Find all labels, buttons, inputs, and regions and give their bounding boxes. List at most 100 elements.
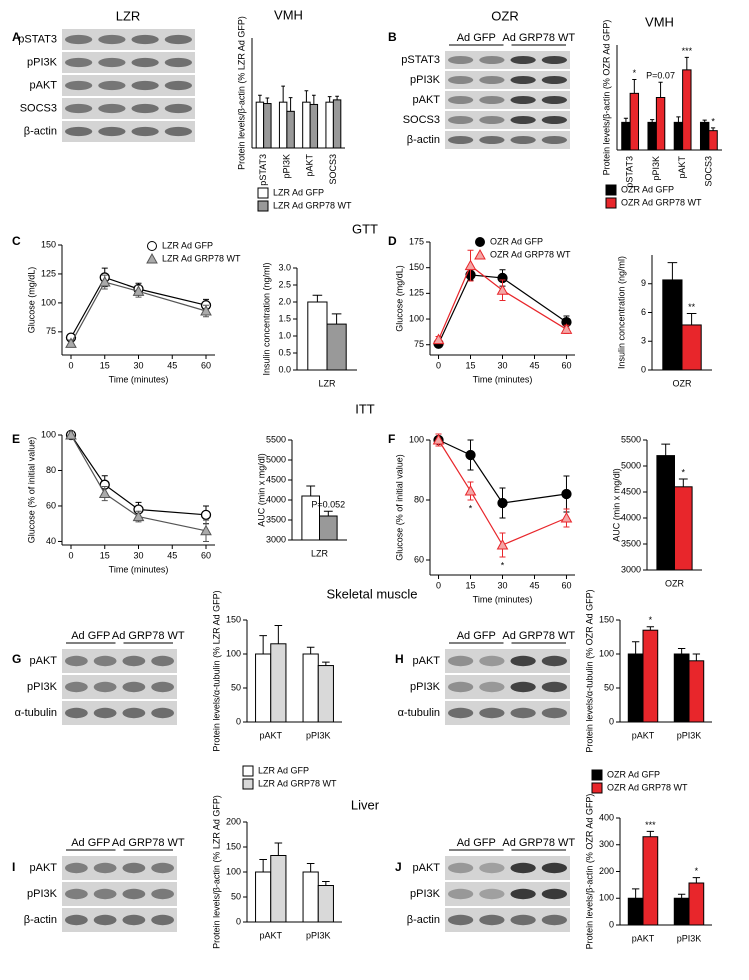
- blot-band: [510, 707, 536, 719]
- error-bar: [692, 877, 701, 884]
- y-tick-label: 3000: [621, 564, 641, 574]
- blot-band: [65, 914, 88, 926]
- blot-strip: [445, 51, 570, 69]
- y-tick-label: 3.0: [278, 262, 291, 272]
- blot-row-label: pPI3K: [27, 56, 58, 68]
- marker: [65, 428, 77, 440]
- y-tick-label: 0: [236, 916, 241, 926]
- blot-row-label: pPI3K: [27, 681, 58, 693]
- annotation: *: [469, 503, 473, 513]
- bar: [708, 130, 718, 151]
- x-tick-label: pPI3K: [306, 930, 331, 940]
- x-tick-label: pPI3K: [281, 154, 291, 179]
- blot-band: [510, 862, 536, 874]
- blot-band: [93, 888, 117, 900]
- blot-band: [151, 888, 174, 900]
- annotation: P=0.052: [311, 500, 345, 510]
- panel-letter: A: [12, 30, 21, 44]
- y-tick-label: 100: [409, 434, 424, 444]
- blot-band: [541, 862, 567, 874]
- blot-band: [510, 96, 536, 104]
- blot-band: [65, 862, 88, 874]
- blot-strip: [445, 131, 570, 149]
- blot-band: [65, 103, 93, 114]
- y-tick-label: 125: [409, 288, 424, 298]
- blot-band: [122, 888, 146, 900]
- y-tick-label: 5000: [266, 454, 286, 464]
- x-tick-label: 15: [100, 360, 110, 370]
- error-bar: [650, 119, 655, 123]
- line: [438, 439, 567, 546]
- blot-title: LZR: [116, 8, 141, 23]
- x-axis-label: Time (minutes): [473, 374, 533, 384]
- group-label: Ad GRP78 WT: [502, 837, 575, 849]
- marker: [432, 333, 445, 345]
- blot-band: [98, 80, 126, 91]
- error-bar: [623, 117, 629, 123]
- bar: [326, 323, 347, 371]
- bar: [642, 836, 659, 926]
- error-bar: [265, 97, 270, 104]
- bar: [674, 486, 693, 571]
- blot-band: [448, 76, 474, 84]
- x-tick-label: OZR: [673, 378, 692, 388]
- x-axis-label: Time (minutes): [473, 594, 533, 604]
- panel-letter: F: [388, 432, 395, 446]
- blot-band: [510, 888, 536, 900]
- bar: [302, 101, 311, 149]
- blot-band: [164, 34, 192, 45]
- group-label: Ad GRP78 WT: [112, 837, 185, 849]
- group-label: Ad GFP: [457, 32, 496, 44]
- legend-label: LZR Ad GRP78 WT: [258, 778, 337, 788]
- group-label: Ad GRP78 WT: [502, 630, 575, 642]
- blot-band: [122, 681, 146, 693]
- blot-band: [541, 655, 567, 667]
- y-axis-label: Glucose (% of initial value): [26, 437, 36, 544]
- x-axis-label: Time (minutes): [109, 374, 169, 384]
- x-tick-label: 30: [497, 580, 507, 590]
- error-bar: [692, 653, 701, 661]
- error-bar: [658, 81, 663, 98]
- annotation: ***: [645, 820, 656, 830]
- blot-row-label: pSTAT3: [401, 54, 440, 66]
- bar: [255, 871, 272, 923]
- blot-band: [122, 655, 146, 667]
- y-tick-label: 300: [599, 839, 614, 849]
- group-label: Ad GFP: [71, 630, 110, 642]
- error-bar: [678, 478, 688, 487]
- x-tick-label: pAKT: [632, 730, 655, 740]
- marker: [200, 304, 212, 316]
- y-tick-label: 50: [231, 891, 241, 901]
- y-tick-label: 80: [46, 465, 56, 475]
- y-axis-label: AUC (min x mg/dl): [611, 468, 621, 542]
- group-label: Ad GFP: [71, 837, 110, 849]
- annotation: *: [501, 560, 505, 570]
- blot-band: [448, 56, 474, 64]
- x-tick-label: 60: [561, 360, 571, 370]
- blot-band: [131, 34, 159, 45]
- blot-band: [151, 707, 174, 719]
- marker: [65, 337, 77, 348]
- bar: [621, 121, 631, 151]
- blot-band: [65, 80, 93, 91]
- blot-band: [479, 116, 505, 124]
- error-bar: [702, 119, 707, 123]
- blot-band: [448, 707, 474, 719]
- x-tick-label: 15: [466, 580, 476, 590]
- legend-label: OZR Ad GRP78 WT: [490, 249, 571, 259]
- y-tick-label: 0: [641, 364, 646, 374]
- blot-band: [151, 655, 174, 667]
- legend-label: OZR Ad GRP78 WT: [607, 782, 688, 792]
- y-axis-label: Protein levels/β-actin (% OZR Ad GFP): [584, 794, 594, 950]
- section-heading: ITT: [355, 401, 375, 416]
- blot-band: [479, 76, 505, 84]
- bar: [642, 629, 659, 723]
- x-tick-label: 15: [466, 360, 476, 370]
- marker: [496, 284, 509, 295]
- y-axis-label: Protein levels/β-actin (% LZR Ad GFP): [236, 16, 246, 170]
- blot-row-label: pAKT: [412, 862, 440, 874]
- legend-swatch: [242, 778, 254, 790]
- x-tick-label: 30: [133, 550, 143, 560]
- blot-row-label: β-actin: [407, 134, 440, 146]
- y-tick-label: 60: [414, 554, 424, 564]
